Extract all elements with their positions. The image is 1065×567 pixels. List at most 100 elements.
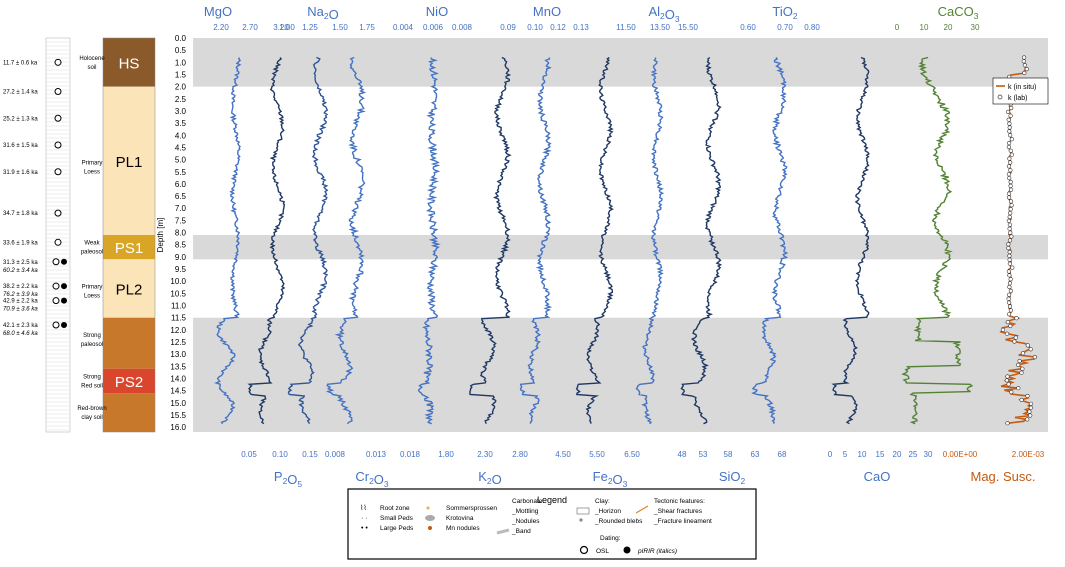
mag-susc-lab-point xyxy=(1008,207,1013,212)
osl-age-label: 34.7 ± 1.8 ka xyxy=(3,211,38,217)
top-tick-label: 1.25 xyxy=(302,23,318,32)
mag-susc-lab-point xyxy=(1012,339,1017,344)
bottom-tick-label: 0 xyxy=(828,450,833,459)
mag-susc-lab-point xyxy=(1009,152,1015,157)
osl-age-label: 31.9 ± 1.6 ka xyxy=(3,170,38,176)
mag-susc-lab-point xyxy=(1021,59,1026,64)
mag-susc-lab-point xyxy=(1006,242,1011,247)
strat-unit xyxy=(103,259,155,318)
top-tick-label: 0.09 xyxy=(500,23,516,32)
pirir-marker xyxy=(61,297,67,304)
strat-unit xyxy=(103,235,155,260)
mag-susc-lab-point xyxy=(1007,281,1013,286)
bottom-tick-label: 48 xyxy=(678,450,687,459)
mag-susc-lab-point xyxy=(1007,125,1012,130)
strat-unit xyxy=(103,317,155,369)
legend-item: Krotovina xyxy=(446,515,474,522)
mag-susc-lab-point xyxy=(1009,137,1015,142)
mag-susc-lab-point xyxy=(1007,222,1013,227)
top-tick-label: 0.70 xyxy=(777,23,793,32)
top-axis-title: NiO xyxy=(426,4,448,19)
band-icon xyxy=(496,528,510,535)
strat-column-border xyxy=(102,37,156,433)
series-line-nio xyxy=(417,57,441,425)
top-tick-label: 0.004 xyxy=(393,23,414,32)
small-peds-icon: · · xyxy=(361,515,368,522)
legend-subtitle: Clay: xyxy=(595,498,610,505)
horizon-label: Strong xyxy=(83,374,101,380)
mag-susc-lab-point xyxy=(1006,141,1012,146)
bottom-tick-label: 68 xyxy=(778,450,787,459)
bottom-tick-label: 6.50 xyxy=(624,450,640,459)
bottom-tick-label: 63 xyxy=(751,450,760,459)
large-peds-icon: • • xyxy=(361,525,368,532)
osl-marker xyxy=(52,321,60,329)
pirir-legend-icon xyxy=(623,546,631,554)
mag-susc-lab-point xyxy=(1025,343,1030,348)
top-tick-label: 30 xyxy=(971,23,980,32)
osl-age-label: 25.2 ± 1.3 ka xyxy=(3,116,38,122)
series-line-cr2o3 xyxy=(325,56,367,425)
osl-age-label: 31.3 ± 2.5 ka xyxy=(3,260,38,266)
pirir-age-label: 76.2 ± 3.9 ka xyxy=(3,292,38,298)
series-line-fe2o3 xyxy=(575,56,614,424)
osl-marker xyxy=(54,168,62,176)
bottom-tick-label: 5 xyxy=(843,450,848,459)
mag-susc-lab-point xyxy=(1006,195,1012,200)
strat-unit xyxy=(103,393,155,432)
strat-unit-label: PS2 xyxy=(115,374,143,391)
y-tick-label: 0.5 xyxy=(175,46,187,55)
bottom-tick-label: 4.50 xyxy=(555,450,571,459)
osl-marker xyxy=(54,114,62,122)
series-line-mno xyxy=(519,57,553,424)
mag-susc-lab-point xyxy=(1009,234,1014,239)
legend-item: _Fracture lineament xyxy=(653,518,712,525)
series-line-al2o3 xyxy=(635,57,665,425)
legend-subtitle: Tectonic features: xyxy=(654,498,705,505)
mn-nodules-icon xyxy=(428,526,432,530)
mag-susc-lab-point xyxy=(1008,179,1013,185)
osl-marker xyxy=(54,88,62,96)
top-tick-label: 0.10 xyxy=(527,23,543,32)
legend-title: Legend xyxy=(537,495,567,505)
top-tick-label: 0.008 xyxy=(452,23,473,32)
y-tick-label: 16.0 xyxy=(170,423,186,432)
top-tick-label: 3.20 xyxy=(273,23,289,32)
y-tick-label: 2.0 xyxy=(175,83,187,92)
pirir-marker xyxy=(61,321,67,328)
clay-horizon-icon xyxy=(576,507,590,515)
series-line-tio2 xyxy=(751,57,789,424)
top-axis-title: TiO2 xyxy=(772,4,797,21)
mag-susc-lab-point xyxy=(1008,183,1013,188)
mag-susc-lab-point xyxy=(1008,168,1013,173)
mag-susc-lab-point xyxy=(1028,405,1033,410)
horizon-label: Red soil xyxy=(81,383,103,389)
mag-susc-lab-point xyxy=(1016,386,1021,391)
y-tick-label: 3.0 xyxy=(175,107,187,116)
mag-susc-lab-point xyxy=(1022,63,1028,68)
osl-age-label: 42.9 ± 2.2 ka xyxy=(3,299,38,305)
y-tick-label: 4.5 xyxy=(175,143,187,152)
mag-susc-lab-point xyxy=(1006,312,1012,317)
mag-susc-legend-box xyxy=(992,77,1049,105)
mag-susc-lab-point xyxy=(1014,316,1019,321)
osl-legend-icon xyxy=(579,545,589,555)
top-tick-label: 1.00 xyxy=(279,23,295,32)
legend-item: _Rounded blebs xyxy=(594,518,643,525)
mag-susc-lab-point xyxy=(1006,246,1011,251)
mag-susc-lab-point xyxy=(1006,292,1012,297)
horizon-label: Loess xyxy=(84,294,100,300)
y-tick-label: 3.5 xyxy=(175,119,187,128)
top-axis-title: MgO xyxy=(204,4,232,19)
y-tick-label: 7.5 xyxy=(175,216,187,225)
horizon-label: Red-brown xyxy=(77,406,106,412)
y-tick-label: 13.5 xyxy=(170,362,186,371)
strat-unit xyxy=(103,86,155,236)
y-tick-label: 5.0 xyxy=(175,156,187,165)
series-line-mgo xyxy=(214,57,242,425)
bottom-tick-label: 0.10 xyxy=(272,450,288,459)
y-tick-label: 8.5 xyxy=(175,241,187,250)
mag-susc-lab-point xyxy=(1028,347,1033,352)
horizon-label: paleosol xyxy=(81,342,103,348)
strat-unit xyxy=(103,38,155,87)
